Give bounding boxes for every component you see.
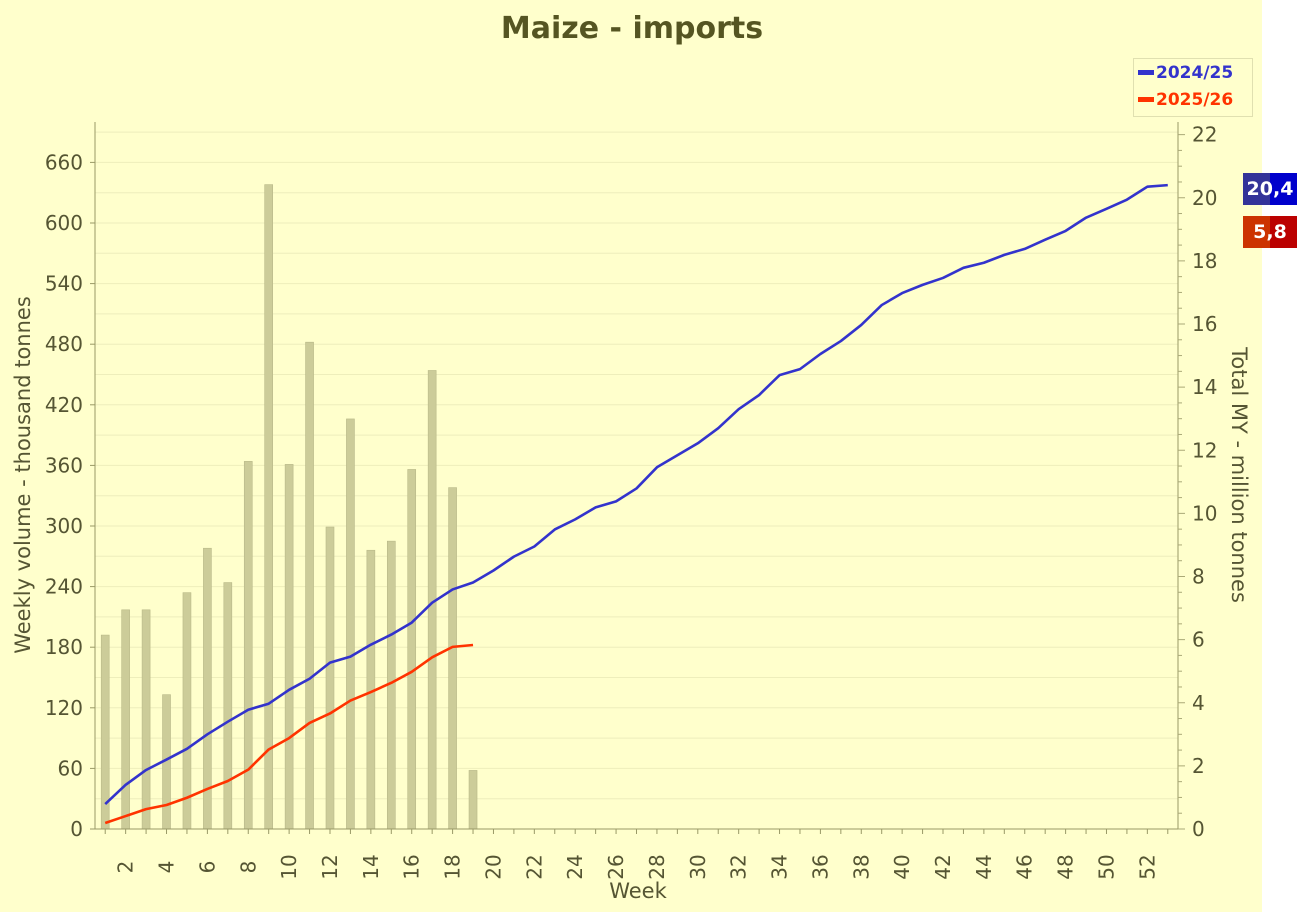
last-value-badge-2025-26: 5,8 xyxy=(1243,216,1297,248)
bar-week-3 xyxy=(141,609,151,830)
right-tick-label: 2 xyxy=(1192,754,1205,778)
x-tick-label: 20 xyxy=(481,854,505,879)
x-tick-label: 18 xyxy=(441,854,465,879)
x-tick-label: 34 xyxy=(768,854,792,879)
legend-item-2025-26: 2025/26 xyxy=(1134,86,1252,113)
left-tick-label: 120 xyxy=(45,696,83,720)
left-axis-label: Weekly volume - thousand tonnes xyxy=(11,296,35,654)
x-tick-label: 44 xyxy=(972,854,996,879)
x-tick-label: 12 xyxy=(318,854,342,879)
right-tick-label: 0 xyxy=(1192,817,1205,841)
x-tick-label: 50 xyxy=(1094,854,1118,879)
x-tick-label: 38 xyxy=(849,854,873,879)
left-tick-label: 60 xyxy=(58,756,83,780)
x-tick-label: 36 xyxy=(808,854,832,879)
legend-item-2024-25: 2024/25 xyxy=(1134,59,1252,86)
legend-swatch xyxy=(1138,97,1154,102)
x-tick-label: 46 xyxy=(1013,854,1037,879)
x-tick-label: 48 xyxy=(1054,854,1078,879)
x-tick-label: 24 xyxy=(563,854,587,879)
x-axis-label: Week xyxy=(609,879,667,903)
axes: 0601201802403003604204805406006600246810… xyxy=(45,122,1217,880)
bar-week-16 xyxy=(407,469,417,830)
right-tick-label: 12 xyxy=(1192,438,1217,462)
x-tick-label: 14 xyxy=(359,854,383,879)
x-tick-label: 30 xyxy=(686,854,710,879)
bar-week-8 xyxy=(243,461,253,830)
gridlines xyxy=(95,131,1178,800)
left-tick-label: 180 xyxy=(45,635,83,659)
left-tick-label: 300 xyxy=(45,514,83,538)
legend-label: 2025/26 xyxy=(1156,89,1234,110)
line-series-2024-25 xyxy=(104,183,1168,806)
x-tick-label: 10 xyxy=(277,854,301,879)
bar-week-12 xyxy=(325,526,335,830)
x-tick-label: 28 xyxy=(645,854,669,879)
lines xyxy=(104,183,1168,825)
bar-week-2 xyxy=(121,609,130,830)
left-tick-label: 540 xyxy=(45,272,83,296)
right-tick-label: 22 xyxy=(1192,123,1217,147)
bar-week-7 xyxy=(223,582,233,830)
legend: 2024/25 2025/26 xyxy=(1133,58,1253,117)
bar-week-13 xyxy=(346,418,355,830)
right-tick-label: 4 xyxy=(1192,691,1205,715)
right-axis-label: Total MY - million tonnes xyxy=(1227,346,1251,603)
left-tick-label: 240 xyxy=(45,575,83,599)
bar-week-11 xyxy=(305,341,314,830)
bar-week-19 xyxy=(468,770,478,830)
x-tick-label: 52 xyxy=(1135,854,1159,879)
last-value-badge-2024-25: 20,4 xyxy=(1243,173,1297,205)
left-tick-label: 600 xyxy=(45,211,83,235)
x-tick-label: 8 xyxy=(236,861,260,874)
left-tick-label: 480 xyxy=(45,332,83,356)
x-tick-label: 16 xyxy=(400,854,424,879)
x-tick-label: 6 xyxy=(195,861,219,874)
line-series-2025-26 xyxy=(104,643,474,825)
x-tick-label: 26 xyxy=(604,854,628,879)
x-tick-label: 32 xyxy=(727,854,751,879)
left-tick-label: 360 xyxy=(45,453,83,477)
x-tick-label: 40 xyxy=(890,854,914,879)
right-tick-label: 20 xyxy=(1192,186,1217,210)
right-tick-label: 18 xyxy=(1192,249,1217,273)
x-tick-label: 2 xyxy=(114,861,138,874)
right-tick-label: 10 xyxy=(1192,501,1217,525)
left-tick-label: 420 xyxy=(45,393,83,417)
chart-title: Maize - imports xyxy=(501,11,763,46)
left-tick-label: 660 xyxy=(45,150,83,174)
legend-swatch xyxy=(1138,70,1154,75)
bars xyxy=(100,184,478,830)
x-tick-label: 4 xyxy=(155,861,179,874)
bar-week-18 xyxy=(448,487,457,830)
x-tick-label: 22 xyxy=(522,854,546,879)
bar-week-9 xyxy=(264,184,273,830)
x-tick-label: 42 xyxy=(931,854,955,879)
right-tick-label: 8 xyxy=(1192,565,1205,589)
bar-week-5 xyxy=(182,592,192,830)
right-tick-label: 6 xyxy=(1192,628,1205,652)
left-tick-label: 0 xyxy=(70,817,83,841)
right-tick-label: 14 xyxy=(1192,375,1217,399)
bar-week-10 xyxy=(284,464,294,830)
right-tick-label: 16 xyxy=(1192,312,1217,336)
legend-label: 2024/25 xyxy=(1156,62,1234,83)
